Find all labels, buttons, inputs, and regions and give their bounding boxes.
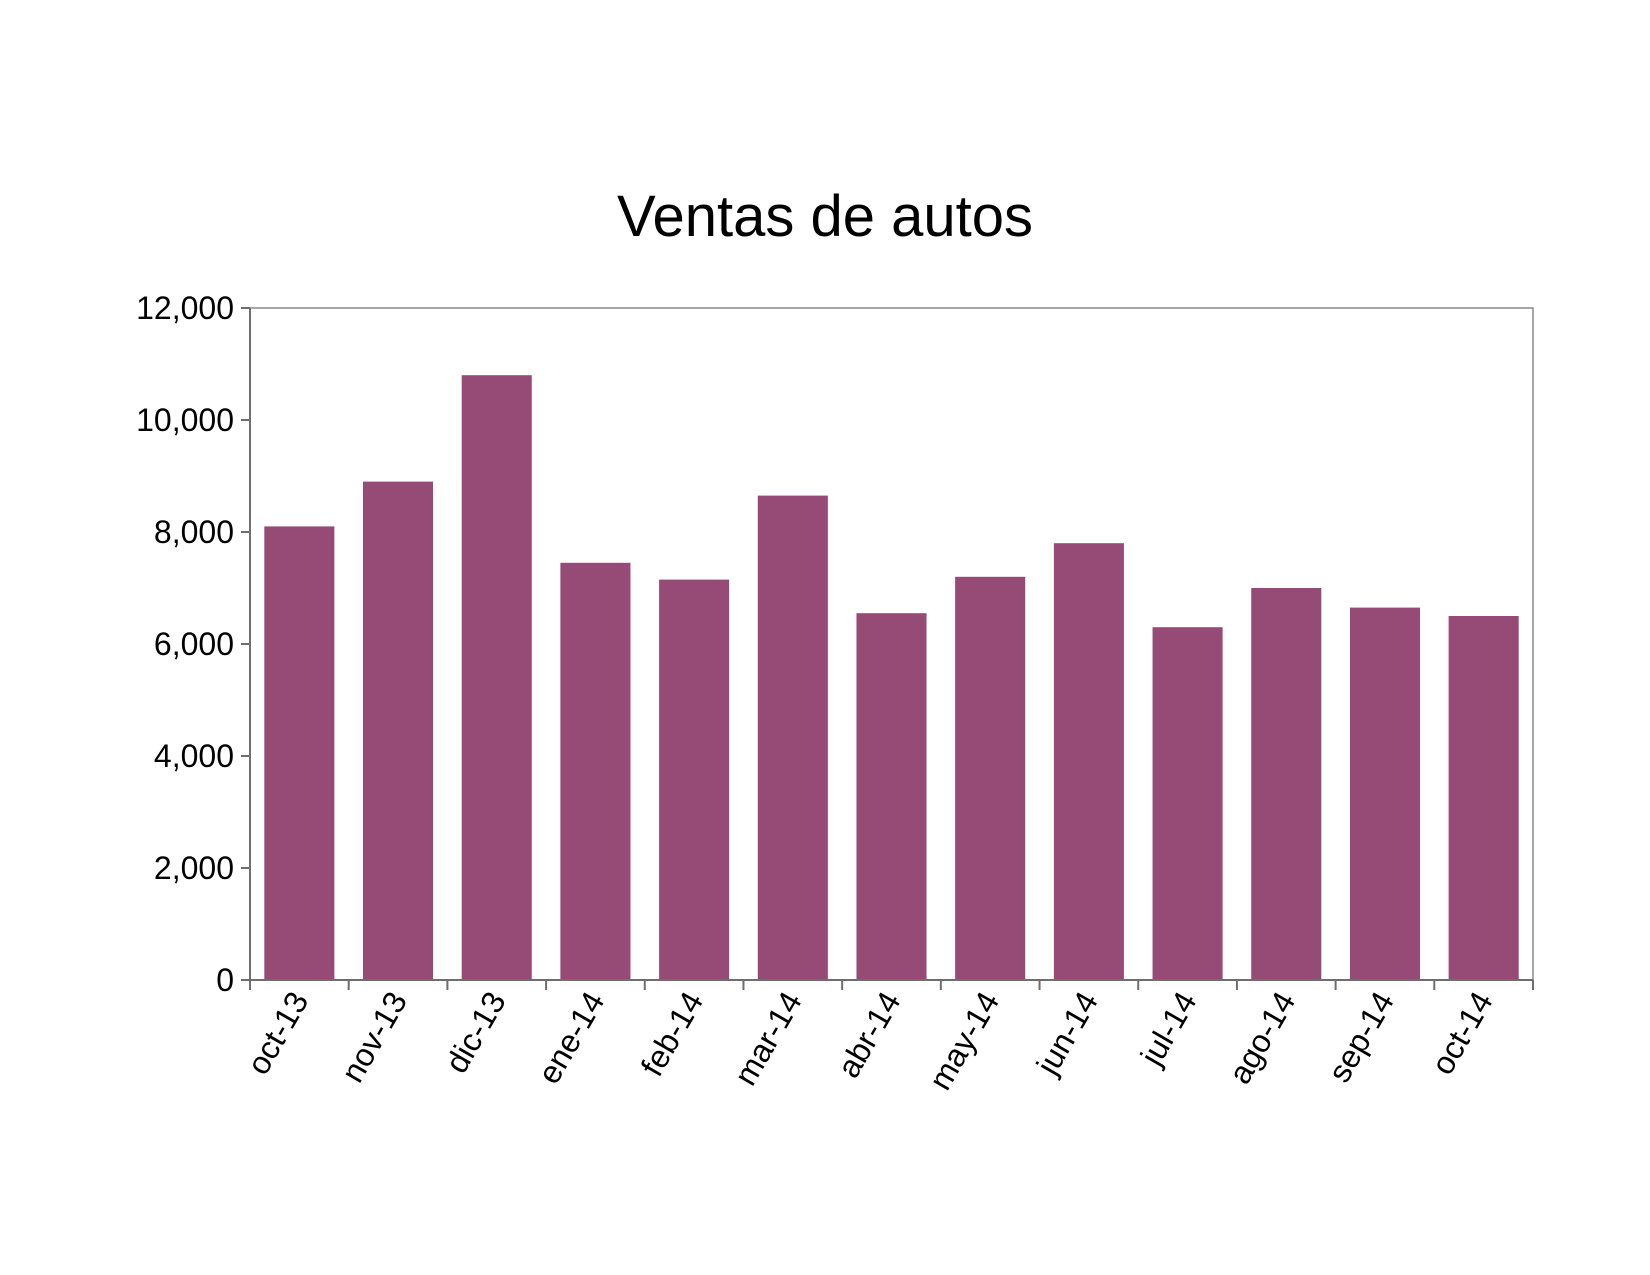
- y-tick-label: 0: [216, 962, 234, 998]
- x-tick-label: jul-14: [1133, 986, 1204, 1073]
- bar-sep-14: [1349, 607, 1420, 980]
- x-tick-label: ene-14: [530, 986, 611, 1090]
- bar-oct-14: [1448, 616, 1519, 980]
- x-tick-label: nov-13: [334, 986, 414, 1089]
- bar-jun-14: [1053, 543, 1124, 980]
- bar-dic-13: [461, 375, 532, 980]
- x-tick-label: dic-13: [438, 986, 513, 1079]
- bar-nov-13: [363, 481, 434, 980]
- x-tick-label: oct-13: [240, 986, 316, 1081]
- y-tick-label: 6,000: [154, 626, 234, 662]
- bar-ago-14: [1251, 588, 1322, 980]
- x-tick-label: abr-14: [830, 986, 907, 1084]
- bars-group: [264, 375, 1519, 980]
- bar-oct-13: [264, 526, 335, 980]
- y-tick-label: 10,000: [136, 402, 234, 438]
- x-tick-label: feb-14: [634, 986, 711, 1083]
- x-tick-label: may-14: [922, 986, 1007, 1096]
- y-axis: 0 2,000 4,000 6,000 8,000 10,000 12,000: [136, 290, 250, 998]
- y-tick-label: 2,000: [154, 850, 234, 886]
- x-tick-label: oct-14: [1424, 986, 1500, 1081]
- bar-feb-14: [659, 579, 730, 980]
- bar-abr-14: [856, 613, 927, 980]
- y-tick-label: 8,000: [154, 514, 234, 550]
- bar-ene-14: [560, 562, 631, 980]
- x-tick-label: jun-14: [1029, 986, 1105, 1082]
- bar-mar-14: [757, 495, 828, 980]
- chart-title: Ventas de autos: [617, 184, 1033, 249]
- x-tick-label: sep-14: [1321, 986, 1401, 1089]
- bar-may-14: [955, 576, 1026, 980]
- bar-jul-14: [1152, 627, 1223, 980]
- y-tick-label: 12,000: [136, 290, 234, 326]
- x-tick-label: ago-14: [1221, 986, 1302, 1090]
- y-tick-label: 4,000: [154, 738, 234, 774]
- x-axis: oct-13 nov-13 dic-13 ene-14 feb-14 mar-14 abr-…: [240, 980, 1534, 1096]
- x-tick-label: mar-14: [727, 986, 809, 1092]
